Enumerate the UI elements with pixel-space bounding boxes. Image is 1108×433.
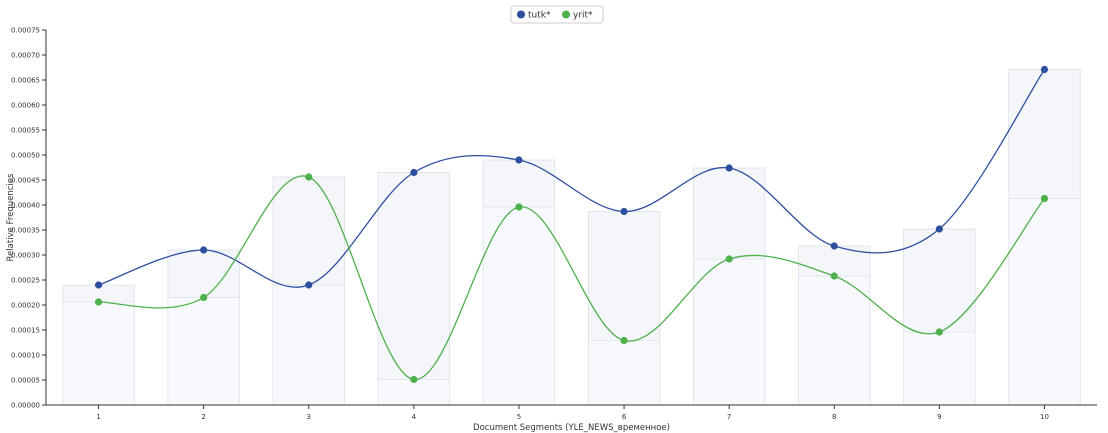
y-tick-label: 0.00055 <box>11 127 40 135</box>
data-point-s1-3[interactable] <box>305 173 313 181</box>
x-axis-title: Document Segments (YLE_NEWS_временное) <box>473 423 670 433</box>
legend: tutk* yrit* <box>510 5 604 24</box>
data-point-s0-8[interactable] <box>830 242 838 250</box>
bars-layer <box>62 69 1081 406</box>
bar-min-5 <box>482 206 556 406</box>
series-line-0 <box>98 69 1045 288</box>
x-tick-label: 8 <box>832 413 836 421</box>
data-point-s1-4[interactable] <box>410 375 418 384</box>
lines-layer <box>98 69 1045 381</box>
bar-min-6 <box>587 340 661 406</box>
bar-min-2 <box>167 297 240 406</box>
legend-label[interactable]: tutk* <box>528 11 551 21</box>
data-point-s0-4[interactable] <box>410 168 418 177</box>
data-point-s1-10[interactable] <box>1040 194 1049 203</box>
bar-min-9 <box>903 331 976 406</box>
x-tick-label: 3 <box>307 413 311 421</box>
data-point-s0-5[interactable] <box>515 156 523 164</box>
points-layer <box>94 65 1049 384</box>
data-point-s0-9[interactable] <box>935 225 943 233</box>
legend-swatch[interactable] <box>517 10 525 19</box>
y-tick-label: 0.00040 <box>11 202 40 210</box>
x-tick-label: 7 <box>727 413 731 421</box>
x-tick-label: 10 <box>1040 413 1049 421</box>
x-tick-label: 9 <box>937 413 941 421</box>
y-tick-label: 0.00060 <box>11 102 40 110</box>
data-point-s0-7[interactable] <box>725 164 733 172</box>
y-tick-label: 0.00025 <box>11 277 40 285</box>
data-point-s0-10[interactable] <box>1040 65 1049 74</box>
data-point-s0-3[interactable] <box>305 281 313 289</box>
y-tick-label: 0.00065 <box>11 77 40 85</box>
data-point-s0-6[interactable] <box>620 207 628 216</box>
data-point-s1-8[interactable] <box>830 272 838 280</box>
data-point-s0-1[interactable] <box>94 281 103 289</box>
data-point-s1-2[interactable] <box>200 293 208 302</box>
bar-min-1 <box>62 301 135 406</box>
y-tick-label: 0.00030 <box>11 252 40 260</box>
bar-min-7 <box>692 258 766 406</box>
data-point-s0-2[interactable] <box>200 246 208 254</box>
legend-box <box>510 5 604 24</box>
x-tick-label: 6 <box>622 413 627 421</box>
y-tick-label: 0.00070 <box>11 52 40 60</box>
x-tick-label: 4 <box>412 413 417 421</box>
y-axis-title: Relative Frequencies <box>6 173 16 261</box>
axes-layer: 0.00000 0.00005 0.00010 0.00015 0.00020 0.000… <box>11 27 1097 421</box>
data-point-s1-7[interactable] <box>725 255 733 263</box>
bar-min-3 <box>272 284 345 406</box>
y-tick-label: 0.00020 <box>11 302 40 310</box>
x-tick-label: 2 <box>201 413 205 421</box>
data-point-s1-5[interactable] <box>515 203 523 211</box>
y-tick-label: 0.00045 <box>11 177 40 185</box>
y-tick-label: 0.00000 <box>11 402 40 410</box>
series-line-1 <box>98 175 1045 381</box>
y-tick-label: 0.00015 <box>11 327 40 335</box>
x-tick-label: 5 <box>517 413 521 421</box>
bar-min-10 <box>1008 198 1081 406</box>
y-tick-label: 0.00075 <box>11 27 40 35</box>
y-tick-label: 0.00035 <box>11 227 40 235</box>
legend-swatch[interactable] <box>562 10 570 19</box>
y-tick-label: 0.00050 <box>11 152 40 160</box>
x-tick-label: 1 <box>96 413 100 421</box>
data-point-s1-6[interactable] <box>620 336 628 345</box>
data-point-s1-1[interactable] <box>94 298 103 306</box>
bar-min-4 <box>377 379 451 406</box>
data-point-s1-9[interactable] <box>935 328 943 336</box>
y-tick-label: 0.00010 <box>11 352 40 360</box>
bar-max-4 <box>377 172 451 406</box>
y-tick-label: 0.00005 <box>11 377 40 385</box>
bar-min-8 <box>798 275 871 406</box>
legend-label[interactable]: yrit* <box>573 11 593 21</box>
